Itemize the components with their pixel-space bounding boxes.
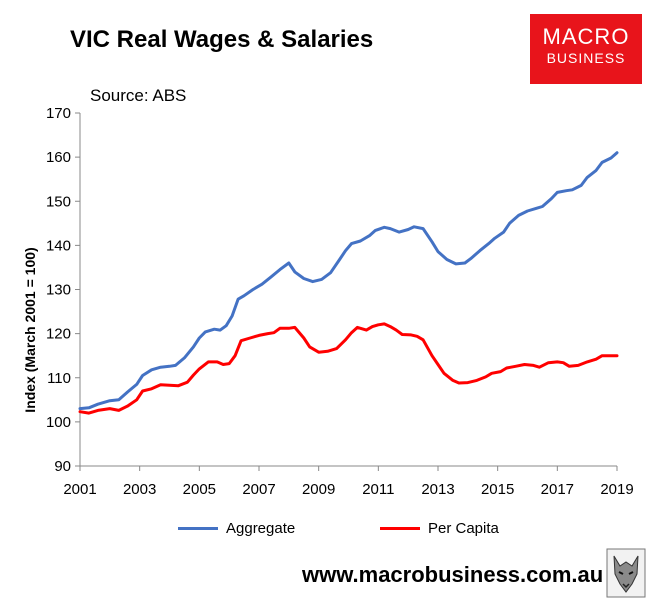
series-line-per-capita <box>78 322 619 415</box>
legend-swatch-per-capita <box>380 527 420 530</box>
x-tick-label: 2007 <box>242 481 275 498</box>
macrobusiness-logo: MACRO BUSINESS <box>530 14 642 84</box>
source-note: Source: ABS <box>90 86 187 105</box>
legend-item-per-capita: Per Capita <box>380 520 499 537</box>
y-tick-label: 120 <box>46 326 71 343</box>
x-tick-label: 2003 <box>123 481 156 498</box>
x-tick-label: 2013 <box>421 481 454 498</box>
y-tick-label: 140 <box>46 237 71 254</box>
y-tick-label: 110 <box>47 370 71 387</box>
x-tick-label: 2015 <box>481 481 514 498</box>
legend-label-aggregate: Aggregate <box>226 520 296 537</box>
legend-swatch-aggregate <box>178 527 218 530</box>
series-line-aggregate <box>78 151 619 411</box>
legend-item-aggregate: Aggregate <box>178 520 295 537</box>
y-tick-label: 90 <box>54 458 71 475</box>
wolf-logo-icon <box>606 548 646 598</box>
x-tick-label: 2019 <box>600 481 633 498</box>
logo-line-1: MACRO <box>542 24 630 49</box>
footer-website: www.macrobusiness.com.au <box>302 562 604 587</box>
line-chart: 90 100 110 120 130 140 150 160 170 2001 2003 2005 20… <box>46 105 634 498</box>
y-tick-label: 130 <box>46 282 71 299</box>
y-tick-label: 160 <box>46 149 71 166</box>
x-tick-label: 2017 <box>541 481 574 498</box>
x-tick-label: 2005 <box>183 481 216 498</box>
y-tick-label: 100 <box>46 414 71 431</box>
y-tick-label: 170 <box>46 105 71 122</box>
x-tick-label: 2001 <box>63 481 96 498</box>
x-tick-label: 2009 <box>302 481 335 498</box>
legend-label-per-capita: Per Capita <box>428 520 499 537</box>
chart-title: VIC Real Wages & Salaries <box>70 26 374 53</box>
y-tick-label: 150 <box>46 193 71 210</box>
logo-line-2: BUSINESS <box>546 50 626 66</box>
x-tick-label: 2011 <box>362 481 394 498</box>
